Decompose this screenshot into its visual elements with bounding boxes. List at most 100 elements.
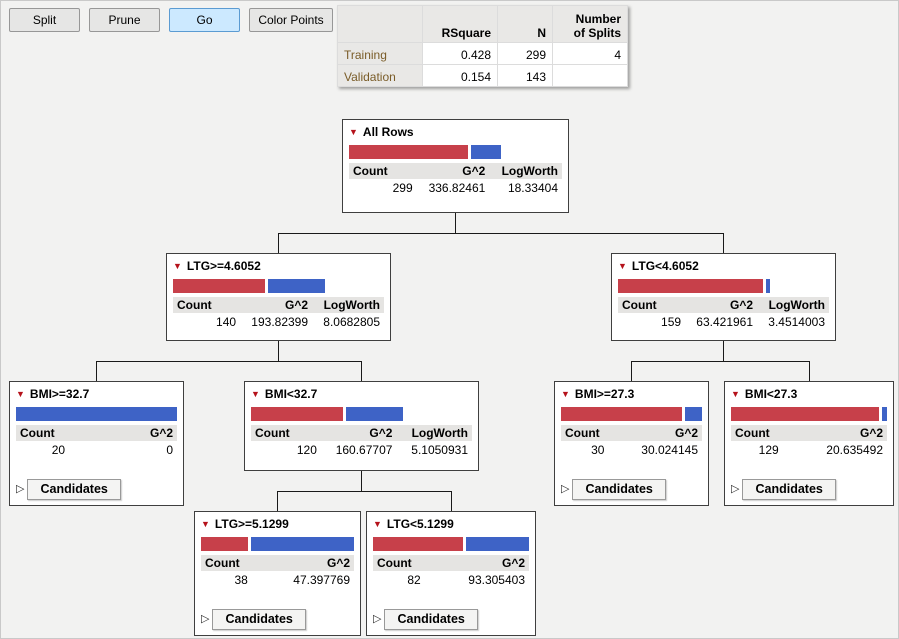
tree-node-ltg-ge-5-1299: ▼ LTG>=5.1299 Count G^2 38 47.397769 ▷ C…	[194, 511, 361, 636]
red-triangle-menu-icon[interactable]: ▼	[373, 519, 382, 529]
tree-connector-line	[361, 471, 362, 492]
candidates-disclosure[interactable]: ▷ Candidates	[561, 479, 702, 500]
tree-connector-line	[277, 491, 278, 511]
stats-logworth-value: 5.1050931	[411, 443, 468, 457]
stats-g2-value: 47.397769	[293, 573, 350, 587]
training-n: 299	[497, 42, 553, 65]
red-triangle-menu-icon[interactable]: ▼	[731, 389, 740, 399]
candidates-label[interactable]: Candidates	[212, 609, 306, 630]
bar-segment-blue	[685, 407, 702, 421]
bar-segment-blue	[466, 537, 529, 551]
color-points-button[interactable]: Color Points	[249, 8, 333, 32]
disclosure-triangle-icon[interactable]: ▷	[731, 483, 740, 495]
candidates-label[interactable]: Candidates	[572, 479, 666, 500]
class-proportion-bar	[16, 407, 177, 421]
node-title: BMI>=32.7	[29, 387, 90, 401]
tree-connector-line	[96, 361, 97, 381]
stats-count-value: 159	[661, 315, 682, 329]
disclosure-triangle-icon[interactable]: ▷	[561, 483, 570, 495]
node-stats-table: Count G^2 LogWorth 299 336.82461 18.3340…	[349, 163, 562, 197]
validation-n: 143	[497, 64, 553, 87]
bar-segment-blue	[882, 407, 887, 421]
node-header: ▼ LTG<5.1299	[373, 517, 529, 532]
stats-count-value: 38	[234, 573, 248, 587]
stats-count-value: 20	[51, 443, 66, 457]
candidates-disclosure[interactable]: ▷ Candidates	[16, 479, 177, 500]
red-triangle-menu-icon[interactable]: ▼	[349, 127, 358, 137]
tree-node-ltg-lt-4-6052: ▼ LTG<4.6052 Count G^2 LogWorth 159 63.4…	[611, 253, 836, 341]
stats-header-logworth: LogWorth	[396, 425, 472, 441]
red-triangle-menu-icon[interactable]: ▼	[173, 261, 182, 271]
class-proportion-bar	[251, 407, 403, 421]
stats-header-g2: G^2	[685, 297, 758, 313]
node-stats-table: Count G^2 38 47.397769	[201, 555, 354, 589]
stats-count-value: 82	[407, 573, 421, 587]
stats-header-g2: G^2	[424, 555, 529, 571]
node-title: LTG>=4.6052	[186, 259, 261, 273]
candidates-disclosure[interactable]: ▷ Candidates	[731, 479, 887, 500]
tree-node-bmi-lt-32-7: ▼ BMI<32.7 Count G^2 LogWorth 120 160.67…	[244, 381, 479, 471]
split-button[interactable]: Split	[9, 8, 80, 32]
summary-row-validation: Validation 0.154 143	[337, 64, 628, 87]
node-title: BMI>=27.3	[574, 387, 635, 401]
stats-header-count: Count	[173, 297, 241, 313]
stats-header-count: Count	[731, 425, 783, 441]
tree-connector-line	[96, 361, 362, 362]
tree-connector-line	[451, 491, 452, 511]
node-stats-table: Count G^2 LogWorth 159 63.421961 3.45140…	[618, 297, 829, 331]
class-proportion-bar	[373, 537, 529, 551]
bar-segment-red	[349, 145, 469, 159]
disclosure-triangle-icon[interactable]: ▷	[16, 483, 25, 495]
candidates-label[interactable]: Candidates	[742, 479, 836, 500]
go-button[interactable]: Go	[169, 8, 240, 32]
bar-segment-red	[731, 407, 880, 421]
node-stats-table: Count G^2 82 93.305403	[373, 555, 529, 589]
red-triangle-menu-icon[interactable]: ▼	[251, 389, 260, 399]
red-triangle-menu-icon[interactable]: ▼	[16, 389, 25, 399]
stats-header-logworth: LogWorth	[489, 163, 562, 179]
red-triangle-menu-icon[interactable]: ▼	[201, 519, 210, 529]
bar-segment-blue	[250, 537, 354, 551]
tree-connector-line	[277, 491, 452, 492]
node-header: ▼ LTG<4.6052	[618, 259, 829, 274]
tree-connector-line	[723, 341, 724, 362]
tree-connector-line	[723, 233, 724, 253]
stats-count-value: 120	[296, 443, 317, 457]
stats-header-g2: G^2	[251, 555, 354, 571]
node-header: ▼ BMI<27.3	[731, 387, 887, 402]
red-triangle-menu-icon[interactable]: ▼	[561, 389, 570, 399]
candidates-label[interactable]: Candidates	[27, 479, 121, 500]
summary-corner-cell	[337, 5, 423, 43]
node-stats-table: Count G^2 LogWorth 120 160.67707 5.10509…	[251, 425, 472, 459]
red-triangle-menu-icon[interactable]: ▼	[618, 261, 627, 271]
tree-node-bmi-ge-32-7: ▼ BMI>=32.7 Count G^2 20 0 ▷ Candidates	[9, 381, 184, 506]
stats-g2-value: 20.635492	[826, 443, 883, 457]
summary-row-label: Validation	[337, 64, 423, 87]
disclosure-triangle-icon[interactable]: ▷	[373, 613, 382, 625]
stats-header-count: Count	[349, 163, 417, 179]
bar-segment-red	[173, 279, 266, 293]
stats-header-g2: G^2	[608, 425, 702, 441]
node-header: ▼ All Rows	[349, 125, 562, 140]
summary-row-training: Training 0.428 299 4	[337, 42, 628, 65]
training-rsquare: 0.428	[422, 42, 498, 65]
bar-segment-red	[618, 279, 763, 293]
node-stats-table: Count G^2 30 30.024145	[561, 425, 702, 459]
stats-header-g2: G^2	[782, 425, 887, 441]
tree-node-ltg-lt-5-1299: ▼ LTG<5.1299 Count G^2 82 93.305403 ▷ Ca…	[366, 511, 536, 636]
disclosure-triangle-icon[interactable]: ▷	[201, 613, 210, 625]
candidates-disclosure[interactable]: ▷ Candidates	[201, 609, 354, 630]
node-stats-table: Count G^2 129 20.635492	[731, 425, 887, 459]
stats-g2-value: 193.82399	[251, 315, 309, 329]
class-proportion-bar	[618, 279, 770, 293]
candidates-disclosure[interactable]: ▷ Candidates	[373, 609, 529, 630]
candidates-label[interactable]: Candidates	[384, 609, 478, 630]
prune-button[interactable]: Prune	[89, 8, 160, 32]
stats-logworth-value: 3.4514003	[768, 315, 825, 329]
stats-header-g2: G^2	[416, 163, 490, 179]
summary-header-n: N	[497, 5, 553, 43]
stats-count-value: 129	[758, 443, 779, 457]
bar-segment-blue	[471, 145, 501, 159]
bar-segment-red	[251, 407, 344, 421]
